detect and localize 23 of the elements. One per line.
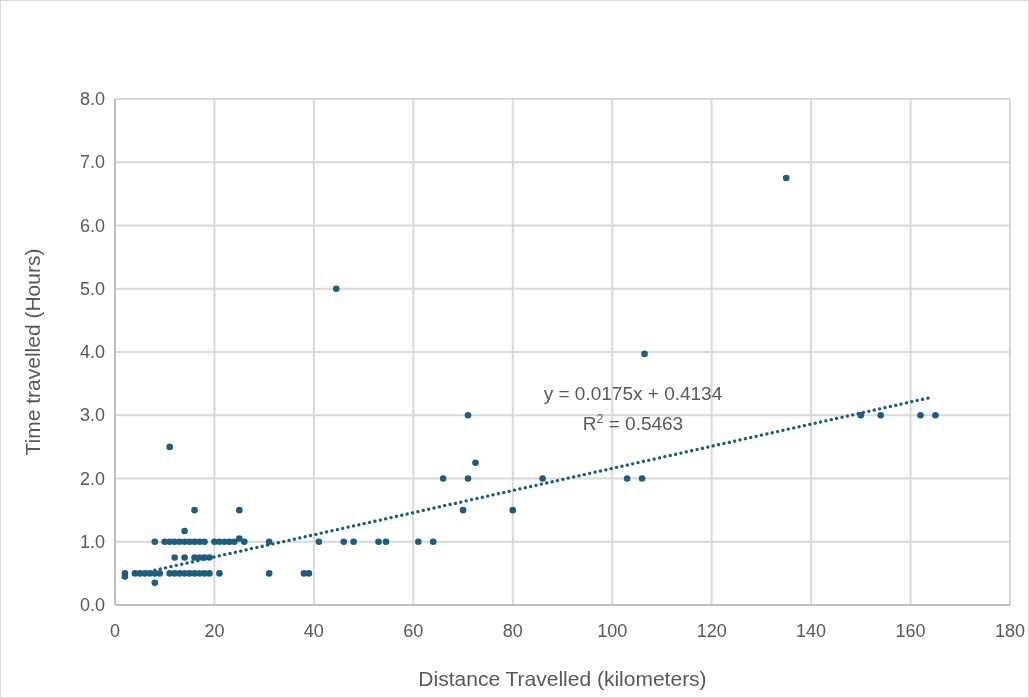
x-tick-label: 100 xyxy=(597,621,628,641)
x-tick-label: 160 xyxy=(895,621,926,641)
y-tick-label: 0.0 xyxy=(79,595,105,615)
x-tick-label: 40 xyxy=(303,621,324,641)
x-tick-label: 20 xyxy=(204,621,225,641)
x-tick-label: 180 xyxy=(994,621,1026,641)
x-tick-label: 140 xyxy=(796,621,827,641)
y-tick-label: 4.0 xyxy=(79,342,105,362)
x-tick-label: 0 xyxy=(109,621,121,641)
y-axis-title: Time travelled (Hours) xyxy=(21,248,44,456)
y-tick-label: 7.0 xyxy=(79,152,105,173)
x-tick-label: 60 xyxy=(403,621,424,641)
y-tick-label: 2.0 xyxy=(79,468,105,489)
x-axis-title: Distance Travelled (kilometers) xyxy=(418,667,707,690)
annotation: R$^{2}$ = 0.5463 xyxy=(582,412,684,434)
y-tick-label: 1.0 xyxy=(79,531,105,552)
y-tick-label: 6.0 xyxy=(79,215,105,236)
y-tick-label: 5.0 xyxy=(79,278,105,299)
x-tick-label: 80 xyxy=(502,621,523,641)
annotation: y = 0.0175x + 0.4134 xyxy=(543,383,723,404)
x-tick-label: 120 xyxy=(696,621,727,641)
y-tick-label: 8.0 xyxy=(79,89,105,109)
y-tick-label: 3.0 xyxy=(79,405,105,426)
